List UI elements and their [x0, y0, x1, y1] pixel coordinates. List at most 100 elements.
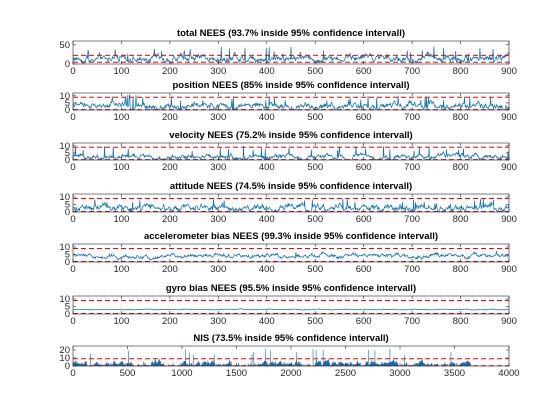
x-tick-label: 2000: [280, 368, 301, 379]
x-tick-label: 700: [404, 316, 420, 327]
subplot-title: position NEES (85% inside 95% confidence…: [172, 80, 409, 91]
x-tick-label: 500: [120, 368, 136, 379]
x-tick-label: 100: [114, 112, 130, 123]
subplot-title: attitude NEES (74.5% inside 95% confiden…: [170, 181, 412, 192]
x-tick-label: 700: [404, 112, 420, 123]
axes-box: [72, 243, 510, 263]
y-tick-label: 10: [59, 242, 70, 253]
axes-box: [72, 92, 510, 111]
x-tick-label: 0: [70, 162, 75, 173]
subplot-title: total NEES (93.7% inside 95% confidence …: [177, 28, 405, 39]
series-line: [73, 308, 509, 311]
x-tick-label: 200: [162, 162, 178, 173]
y-tick-label: 50: [59, 40, 70, 51]
x-tick-label: 0: [70, 214, 75, 225]
y-tick-label: 10: [59, 141, 70, 152]
x-tick-label: 4000: [498, 368, 519, 379]
x-tick-label: 200: [162, 316, 178, 327]
subplot-5: accelerometer bias NEES (99.3% inside 95…: [59, 231, 517, 275]
x-tick-label: 900: [501, 112, 517, 123]
x-tick-label: 400: [259, 162, 275, 173]
x-tick-label: 0: [70, 316, 75, 327]
y-tick-label: 5: [65, 200, 70, 211]
series-line: [73, 46, 509, 64]
y-tick-label: 5: [65, 148, 70, 159]
x-tick-label: 800: [453, 264, 469, 275]
x-tick-label: 400: [259, 214, 275, 225]
y-tick-label: 0: [65, 257, 70, 268]
x-tick-label: 600: [356, 112, 372, 123]
y-tick-label: 0: [65, 207, 70, 218]
x-tick-label: 800: [453, 162, 469, 173]
y-tick-label: 10: [59, 91, 70, 102]
x-tick-label: 1000: [171, 368, 192, 379]
y-tick-label: 5: [65, 250, 70, 261]
y-tick-label: 10: [59, 192, 70, 203]
x-tick-label: 500: [307, 162, 323, 173]
subplot-title: gyro bias NEES (95.5% inside 95% confide…: [166, 283, 416, 294]
subplot-title: NIS (73.5% inside 95% confidence interva…: [193, 333, 388, 344]
y-tick-label: 0: [65, 105, 70, 116]
x-tick-label: 600: [356, 214, 372, 225]
y-tick-label: 10: [59, 353, 70, 364]
x-tick-label: 200: [162, 66, 178, 77]
x-tick-label: 0: [70, 112, 75, 123]
series-line: [73, 94, 509, 110]
x-tick-label: 400: [259, 66, 275, 77]
x-tick-label: 300: [210, 214, 226, 225]
x-tick-label: 900: [501, 214, 517, 225]
x-tick-label: 500: [307, 214, 323, 225]
axes-box: [72, 193, 510, 213]
x-tick-label: 700: [404, 264, 420, 275]
subplot-1: total NEES (93.7% inside 95% confidence …: [59, 28, 517, 77]
x-tick-label: 100: [114, 66, 130, 77]
x-tick-label: 300: [210, 264, 226, 275]
y-tick-label: 0: [65, 309, 70, 320]
x-tick-label: 500: [307, 112, 323, 123]
x-tick-label: 700: [404, 66, 420, 77]
y-tick-label: 5: [65, 98, 70, 109]
x-tick-label: 600: [356, 316, 372, 327]
subplot-title: velocity NEES (75.2% inside 95% confiden…: [169, 130, 412, 141]
x-tick-label: 900: [501, 162, 517, 173]
x-tick-label: 3000: [389, 368, 410, 379]
x-tick-label: 100: [114, 264, 130, 275]
x-tick-label: 700: [404, 214, 420, 225]
x-tick-label: 600: [356, 264, 372, 275]
x-tick-label: 300: [210, 112, 226, 123]
x-tick-label: 900: [501, 66, 517, 77]
subplot-title: accelerometer bias NEES (99.3% inside 95…: [144, 231, 438, 242]
x-tick-label: 100: [114, 162, 130, 173]
x-tick-label: 500: [307, 316, 323, 327]
x-tick-label: 600: [356, 66, 372, 77]
x-tick-label: 3500: [444, 368, 465, 379]
x-tick-label: 800: [453, 316, 469, 327]
x-tick-label: 900: [501, 264, 517, 275]
x-tick-label: 0: [70, 264, 75, 275]
subplot-7: NIS (73.5% inside 95% confidence interva…: [59, 333, 519, 379]
x-tick-label: 2500: [335, 368, 356, 379]
y-tick-label: 5: [65, 302, 70, 313]
x-tick-label: 500: [307, 264, 323, 275]
x-tick-label: 100: [114, 214, 130, 225]
y-tick-label: 20: [59, 345, 70, 356]
nis-bars: [73, 348, 472, 366]
x-tick-label: 900: [501, 316, 517, 327]
x-tick-label: 0: [70, 66, 75, 77]
x-tick-label: 500: [307, 66, 323, 77]
x-tick-label: 300: [210, 162, 226, 173]
x-tick-label: 200: [162, 112, 178, 123]
axes-box: [72, 40, 510, 65]
x-tick-label: 800: [453, 66, 469, 77]
y-tick-label: 0: [65, 59, 70, 70]
x-tick-label: 100: [114, 316, 130, 327]
x-tick-label: 400: [259, 316, 275, 327]
series-line: [73, 250, 509, 261]
subplot-2: position NEES (85% inside 95% confidence…: [59, 80, 517, 123]
x-tick-label: 400: [259, 264, 275, 275]
subplot-4: attitude NEES (74.5% inside 95% confiden…: [59, 181, 517, 225]
x-tick-label: 1500: [226, 368, 247, 379]
y-tick-label: 0: [65, 155, 70, 166]
x-tick-label: 0: [70, 368, 75, 379]
